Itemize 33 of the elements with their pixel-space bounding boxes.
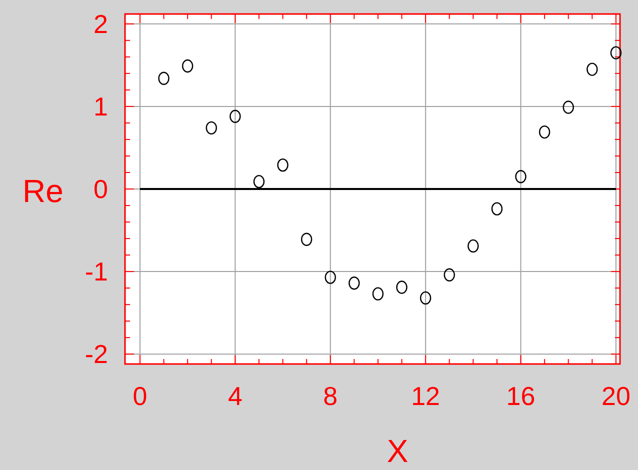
y-axis-title: Re xyxy=(22,173,64,209)
point xyxy=(158,72,170,85)
point xyxy=(206,121,217,135)
y-tick-label: -2 xyxy=(84,339,108,370)
y-tick-label: -1 xyxy=(84,256,108,287)
point xyxy=(230,110,241,123)
point xyxy=(515,170,526,184)
point xyxy=(444,268,455,282)
x-tick-label: 8 xyxy=(323,381,338,411)
x-tick-label: 12 xyxy=(411,381,440,411)
point xyxy=(420,291,432,305)
x-axis-title: X xyxy=(386,433,408,469)
point xyxy=(586,62,598,76)
point xyxy=(324,270,336,284)
point xyxy=(610,46,622,60)
point xyxy=(468,239,479,253)
y-tick-label: 0 xyxy=(94,174,108,204)
point xyxy=(396,280,408,294)
x-tick-label: 16 xyxy=(506,381,536,411)
point xyxy=(372,287,384,300)
point xyxy=(538,125,550,139)
point xyxy=(300,232,312,246)
point xyxy=(277,158,288,172)
point xyxy=(491,202,503,216)
y-tick-label: 2 xyxy=(94,8,108,39)
point xyxy=(562,100,574,114)
point xyxy=(253,174,265,188)
x-tick-label: 20 xyxy=(601,381,630,411)
point xyxy=(348,276,360,290)
point xyxy=(182,59,194,73)
x-tick-label: 0 xyxy=(132,381,148,411)
x-tick-label: 4 xyxy=(228,381,242,411)
y-tick-label: 1 xyxy=(94,91,108,122)
